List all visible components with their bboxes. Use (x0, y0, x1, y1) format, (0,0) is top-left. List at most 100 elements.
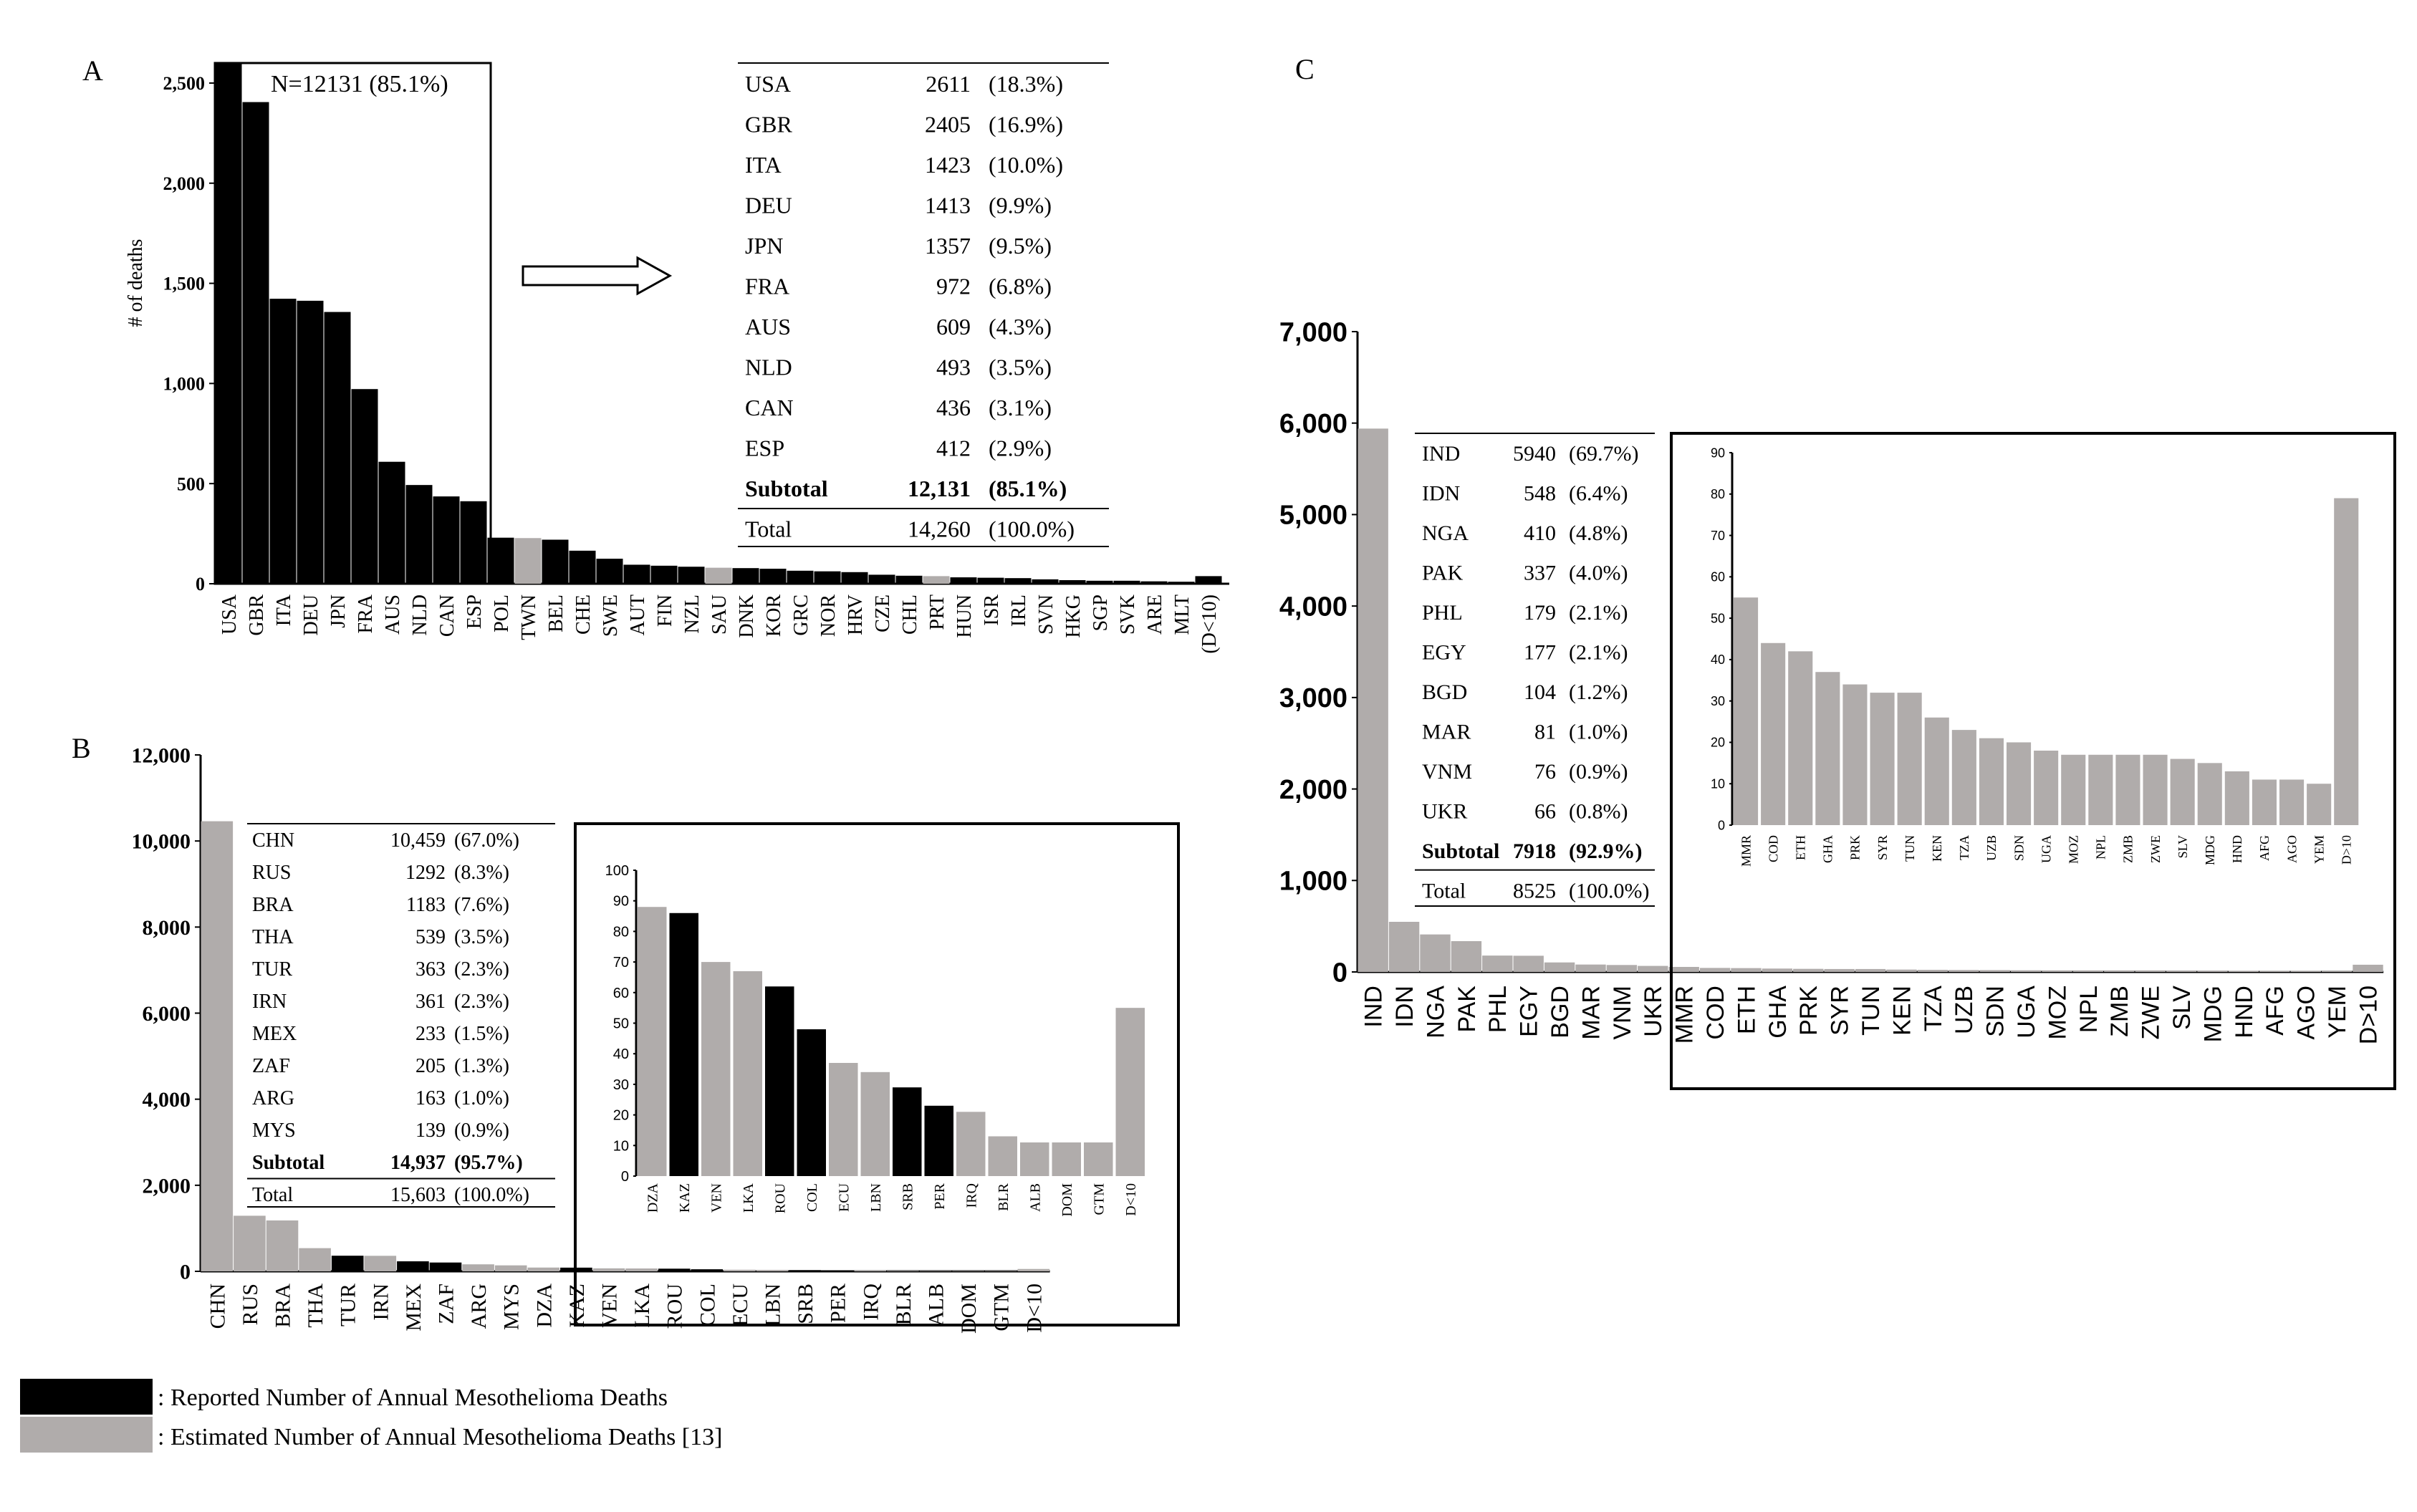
bar (1638, 966, 1668, 972)
x-tick-label: AFG (2262, 986, 2289, 1036)
table-cell-code: FRA (745, 274, 789, 299)
x-tick-label: ESP (463, 594, 486, 629)
bar (1668, 966, 1699, 972)
bar (460, 501, 487, 584)
inset-frame (574, 822, 1180, 1326)
bar (1870, 693, 1895, 825)
x-tick-label: IRN (369, 1284, 393, 1321)
table-cell-code: USA (745, 71, 791, 97)
bar (201, 821, 234, 1271)
inset-frame (1670, 432, 2396, 1090)
x-tick-label: VNM (1609, 986, 1636, 1040)
x-tick-label: MMR (1739, 835, 1753, 867)
y-tick-label: 40 (613, 1046, 629, 1062)
x-tick-label: ZWE (2148, 835, 2163, 863)
table-cell-code: Total (1422, 880, 1466, 903)
table-cell-percent: (9.5%) (989, 233, 1052, 259)
x-tick-label: IDN (1391, 986, 1418, 1028)
table-cell-code: DEU (745, 193, 792, 218)
y-tick-label: 10,000 (132, 830, 191, 854)
table-cell-count: 139 (415, 1119, 446, 1142)
x-tick-label: ROU (663, 1284, 687, 1329)
bar (1897, 693, 1922, 825)
table-cell-percent: (16.9%) (989, 112, 1063, 138)
table-cell-count: 361 (415, 991, 446, 1013)
x-tick-label: ALB (1027, 1183, 1043, 1212)
table-cell-count: 363 (415, 958, 446, 981)
bar (977, 577, 1004, 584)
panel-label-b: B (72, 732, 91, 764)
y-tick-label: 90 (613, 894, 629, 910)
bar (1824, 968, 1855, 972)
bar (1513, 955, 1544, 972)
x-tick-label: CZE (872, 594, 894, 632)
table-cell-code: ESP (745, 435, 784, 461)
y-tick-label: 6,000 (143, 1002, 191, 1026)
bar (1699, 968, 1731, 972)
x-tick-label: SDN (1982, 986, 2009, 1037)
y-tick-label: 6,000 (1279, 409, 1347, 439)
bar (2010, 970, 2042, 972)
bar (1979, 970, 2010, 972)
table-cell-count: 493 (936, 355, 971, 380)
table-cell-code: MYS (252, 1119, 296, 1142)
y-tick-label: 10 (613, 1138, 629, 1154)
table-cell-count: 412 (936, 435, 971, 461)
x-tick-label: BRA (272, 1284, 295, 1328)
y-tick-label: 0 (621, 1169, 629, 1185)
table-cell-code: Subtotal (1422, 839, 1499, 863)
table-cell-count: 1292 (405, 862, 446, 884)
x-tick-label: GTM (990, 1284, 1014, 1332)
x-tick-label: COD (1766, 835, 1780, 862)
table-cell-percent: (2.3%) (454, 991, 509, 1013)
x-tick-label: IRL (1008, 594, 1030, 627)
table-cell-count: 548 (1524, 482, 1556, 506)
bar (1734, 597, 1759, 825)
bar (351, 389, 378, 584)
table-cell-code: NGA (1422, 521, 1469, 545)
bar (2104, 970, 2135, 972)
x-tick-label: TUR (337, 1284, 360, 1326)
x-tick-label: IRQ (859, 1284, 883, 1321)
x-tick-label: MMR (1671, 986, 1698, 1044)
x-tick-label: NPL (2075, 986, 2103, 1033)
x-tick-label: DEU (300, 594, 322, 636)
x-tick-label: PRK (1795, 986, 1822, 1036)
bar (1979, 738, 2004, 825)
table-cell-count: 104 (1524, 680, 1556, 704)
bar (324, 312, 351, 584)
table-cell-code: PHL (1422, 601, 1463, 625)
x-tick-label: SDN (2012, 835, 2026, 861)
y-tick-label: 40 (1711, 653, 1725, 667)
y-tick-label: 70 (1711, 529, 1725, 543)
x-tick-label: COL (804, 1183, 820, 1212)
table-cell-count: 233 (415, 1023, 446, 1045)
x-tick-label: MEX (402, 1284, 426, 1332)
x-tick-label: PAK (1453, 986, 1481, 1033)
x-tick-label: KAZ (677, 1183, 693, 1213)
x-tick-label: AFG (2257, 835, 2272, 861)
x-tick-label: ZMB (2106, 986, 2133, 1037)
table-cell-percent: (3.1%) (989, 395, 1052, 420)
x-tick-label: JPN (327, 594, 350, 628)
y-tick-label: 5,000 (1279, 501, 1347, 531)
panel-label-a: A (82, 54, 103, 87)
y-tick-label: 0 (180, 1261, 191, 1284)
x-tick-label: PHL (1484, 986, 1512, 1033)
table-cell-count: 410 (1524, 521, 1556, 545)
x-tick-label: GBR (246, 594, 268, 636)
table-cell-code: ARG (252, 1087, 294, 1109)
bar (797, 1029, 826, 1176)
table-cell-percent: (0.8%) (1569, 800, 1628, 824)
y-tick-label: 60 (1711, 570, 1725, 584)
table-cell-percent: (2.1%) (1569, 601, 1628, 625)
x-tick-label: ITA (273, 594, 295, 626)
bar (623, 564, 650, 584)
x-tick-label: ZAF (435, 1284, 458, 1324)
table-cell-code: EGY (1422, 641, 1466, 665)
bar (2088, 754, 2113, 825)
x-tick-label: D>10 (2355, 986, 2382, 1044)
bar (2072, 970, 2104, 972)
x-tick-label: D<10 (1123, 1183, 1139, 1216)
